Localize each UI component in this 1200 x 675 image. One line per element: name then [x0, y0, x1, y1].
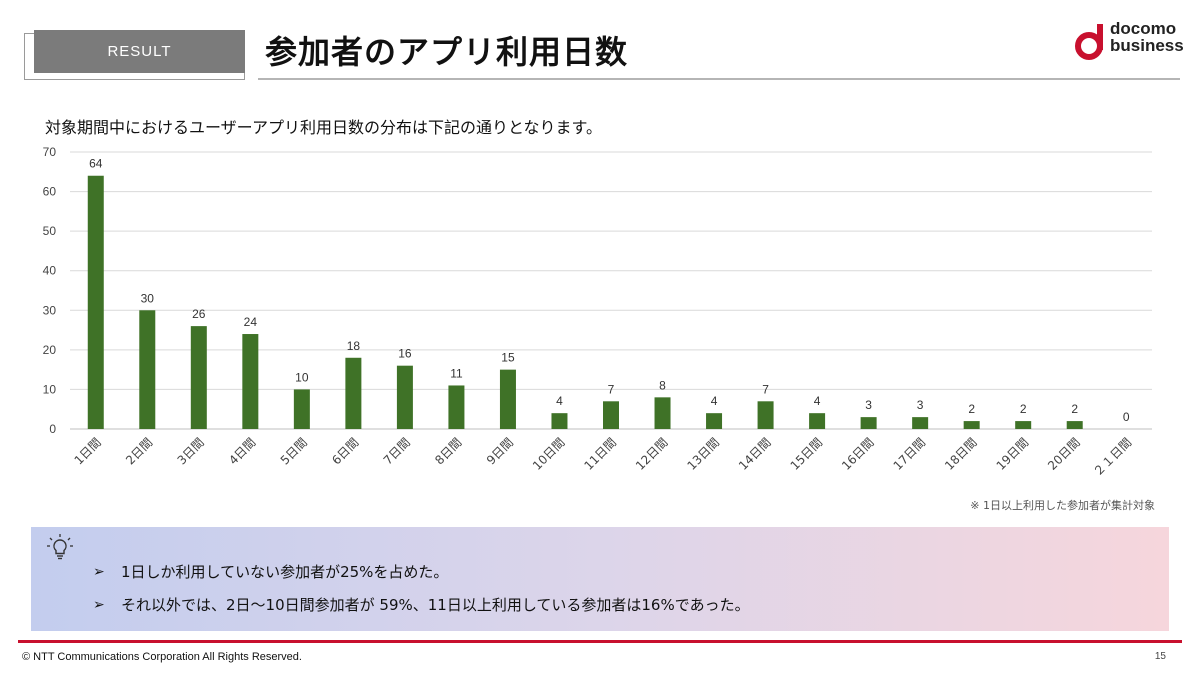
lead-text: 対象期間中におけるユーザーアプリ利用日数の分布は下記の通りとなります。	[45, 118, 602, 137]
y-tick-label: 10	[43, 382, 57, 396]
y-tick-label: 40	[43, 264, 57, 278]
x-tick-label: 13日間	[684, 435, 722, 473]
bar	[1015, 421, 1032, 429]
brand-line-1: docomo	[1110, 19, 1177, 38]
bar-value-label: 30	[141, 291, 155, 305]
y-tick-label: 70	[43, 145, 57, 159]
bar	[499, 369, 516, 429]
docomo-logo-icon	[1075, 24, 1103, 60]
bar-value-label: 18	[347, 339, 361, 353]
summary-list: ➢ 1日しか利用していない参加者が25%を占めた。 ➢ それ以外では、2日～10…	[93, 555, 750, 621]
x-tick-label: 3日間	[175, 435, 207, 467]
x-tick-label: 5日間	[278, 435, 310, 467]
x-tick-label: 7日間	[381, 435, 413, 467]
bar-value-label: 3	[865, 398, 872, 412]
brand-line-2: business	[1110, 36, 1184, 55]
bullet-arrow-icon: ➢	[93, 596, 105, 613]
bar	[1066, 421, 1083, 429]
x-tick-label: ２１日間	[1091, 435, 1135, 479]
x-tick-label: 2日間	[123, 435, 155, 467]
bar-value-label: 11	[450, 366, 463, 380]
bar-value-label: 2	[1071, 402, 1078, 416]
y-tick-label: 0	[49, 422, 56, 436]
bar	[963, 421, 980, 429]
bar-value-label: 2	[1020, 402, 1027, 416]
summary-item: ➢ 1日しか利用していない参加者が25%を占めた。	[93, 555, 750, 588]
bar	[87, 175, 104, 429]
summary-item-text: 1日しか利用していない参加者が25%を占めた。	[121, 563, 449, 581]
x-tick-label: 1日間	[72, 435, 104, 467]
x-tick-label: 16日間	[839, 435, 877, 473]
x-tick-label: 19日間	[994, 435, 1032, 473]
bar	[190, 326, 207, 429]
bar	[242, 334, 259, 429]
bar-value-label: 0	[1123, 410, 1130, 424]
lightbulb-icon	[47, 534, 73, 560]
bar-value-label: 2	[968, 402, 975, 416]
x-tick-label: 17日間	[891, 435, 929, 473]
copyright-text: © NTT Communications Corporation All Rig…	[22, 651, 302, 663]
y-tick-label: 30	[43, 303, 57, 317]
x-tick-label: 8日間	[432, 435, 464, 467]
x-tick-label: 4日間	[226, 435, 258, 467]
result-badge: RESULT	[34, 30, 245, 73]
bar	[448, 385, 465, 429]
page-title: 参加者のアプリ利用日数	[265, 33, 629, 71]
x-tick-label: 18日間	[942, 435, 980, 473]
bar-value-label: 7	[608, 382, 615, 396]
bar-value-label: 8	[659, 378, 666, 392]
bar-value-label: 4	[711, 394, 718, 408]
bar-value-label: 4	[556, 394, 563, 408]
bar	[912, 417, 929, 429]
bar	[139, 310, 156, 429]
y-tick-label: 20	[43, 343, 57, 357]
bar	[654, 397, 671, 429]
bar-value-label: 4	[814, 394, 821, 408]
summary-item: ➢ それ以外では、2日～10日間参加者が 59%、11日以上利用している参加者は…	[93, 588, 750, 621]
bar-value-label: 7	[762, 382, 769, 396]
x-tick-label: 15日間	[788, 435, 826, 473]
bar	[757, 401, 774, 429]
bar	[860, 417, 877, 429]
summary-item-text: それ以外では、2日～10日間参加者が 59%、11日以上利用している参加者は16…	[121, 596, 750, 614]
bar-value-label: 24	[244, 315, 258, 329]
x-tick-label: 10日間	[530, 435, 568, 473]
title-divider	[258, 78, 1180, 80]
bar-value-label: 26	[192, 307, 206, 321]
bar-value-label: 64	[89, 157, 103, 171]
x-tick-label: 14日間	[736, 435, 774, 473]
summary-box: ➢ 1日しか利用していない参加者が25%を占めた。 ➢ それ以外では、2日～10…	[31, 527, 1169, 631]
bar	[396, 365, 413, 429]
chart-footnote: ※ 1日以上利用した参加者が集計対象	[970, 499, 1155, 512]
page-number: 15	[1154, 651, 1166, 662]
x-tick-label: 6日間	[329, 435, 361, 467]
bar	[809, 413, 826, 429]
y-tick-label: 50	[43, 224, 57, 238]
usage-days-bar-chart: 010203040506070641日間302日間263日間244日間105日間…	[43, 145, 1152, 479]
bar-value-label: 3	[917, 398, 924, 412]
brand-wordmark: docomo business	[1110, 20, 1184, 54]
x-tick-label: 11日間	[581, 435, 619, 473]
bar-value-label: 10	[295, 370, 309, 384]
footer-divider	[18, 640, 1182, 643]
bar	[345, 357, 362, 429]
bar	[551, 413, 568, 429]
bar	[603, 401, 619, 429]
bar-value-label: 15	[501, 351, 515, 365]
y-tick-label: 60	[43, 185, 57, 199]
x-tick-label: 12日間	[633, 435, 671, 473]
bar	[706, 413, 723, 429]
bar-value-label: 16	[398, 347, 412, 361]
bullet-arrow-icon: ➢	[93, 563, 105, 580]
bar	[293, 389, 310, 429]
x-tick-label: 9日間	[484, 435, 516, 467]
x-tick-label: 20日間	[1045, 435, 1083, 473]
